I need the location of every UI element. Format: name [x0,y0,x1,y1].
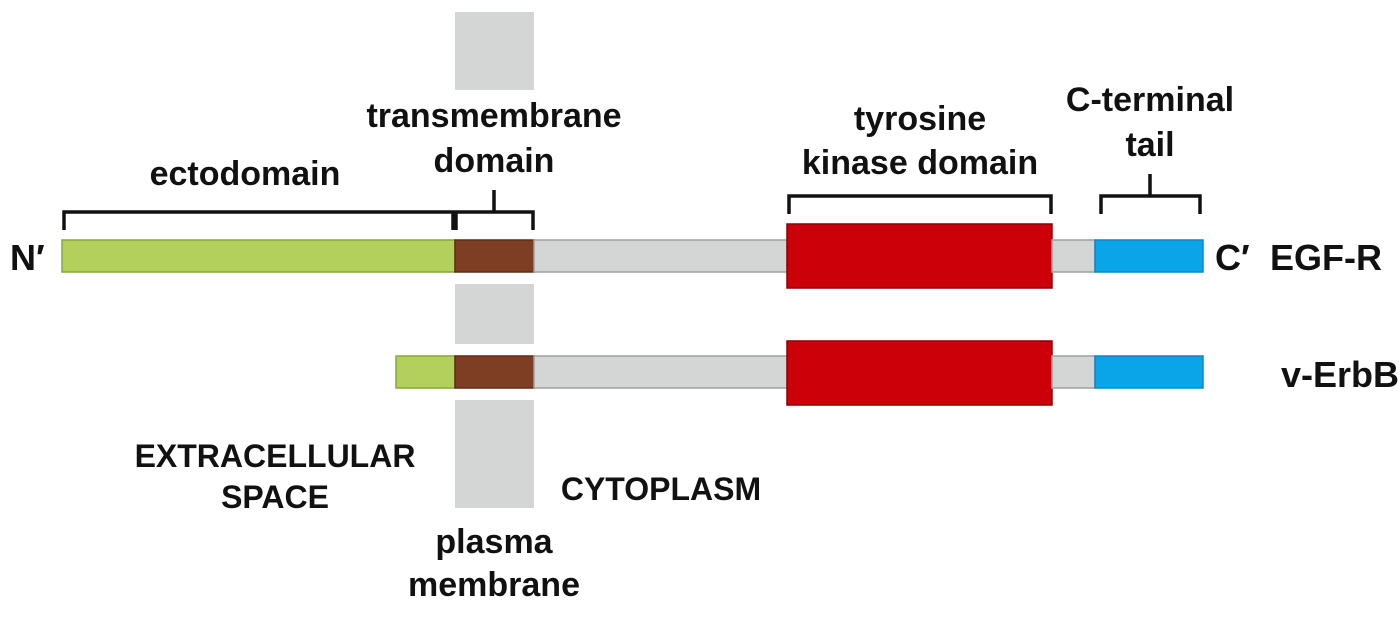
verbb-name-label: v-ErbB [1281,354,1399,395]
kinase-bracket [787,194,1053,214]
plasma-membrane-label-line1: plasma [435,523,553,561]
egfr-c-terminal-tail-segment [1094,239,1204,273]
extracellular-label-line1: EXTRACELLULAR [135,438,416,474]
kinase-label-line2: kinase domain [802,144,1038,182]
ectodomain-label: ectodomain [150,155,341,193]
plasma-membrane-label-line2: membrane [408,566,580,604]
c-terminus-label: C′ [1215,237,1250,278]
transmembrane-bracket [454,190,535,230]
cytoplasm-label: CYTOPLASM [561,471,761,507]
egfr-protein-bar [61,223,1204,289]
plasma-membrane-band-bottom [455,400,534,508]
extracellular-label-line2: SPACE [221,479,329,515]
transmembrane-label-line2: domain [434,142,555,180]
transmembrane-label-line1: transmembrane [366,97,621,135]
verbb-kinase-domain-segment [786,340,1053,406]
verbb-c-terminal-tail-segment [1094,355,1204,389]
egfr-transmembrane-segment [454,239,535,273]
plasma-membrane-band-top [455,12,534,90]
egfr-ectodomain-segment [61,239,456,273]
plasma-membrane-band-middle [455,284,534,344]
egfr-juxtamembrane-linker [533,239,788,273]
verbb-juxtamembrane-linker [533,355,788,389]
kinase-label-line1: tyrosine [854,100,986,138]
verbb-post-kinase-linker [1051,355,1096,389]
c-terminal-label-line1: C-terminal [1066,81,1234,119]
egfr-name-label: EGF-R [1270,237,1382,278]
c-terminal-tail-bracket [1099,174,1202,214]
ectodomain-bracket [62,210,455,230]
verbb-transmembrane-segment [454,355,535,389]
n-terminus-label: N′ [10,237,45,278]
egfr-post-kinase-linker [1051,239,1096,273]
c-terminal-label-line2: tail [1125,126,1174,164]
verbb-protein-bar [395,340,1204,406]
verbb-ectodomain-segment [395,355,456,389]
egfr-kinase-domain-segment [786,223,1053,289]
